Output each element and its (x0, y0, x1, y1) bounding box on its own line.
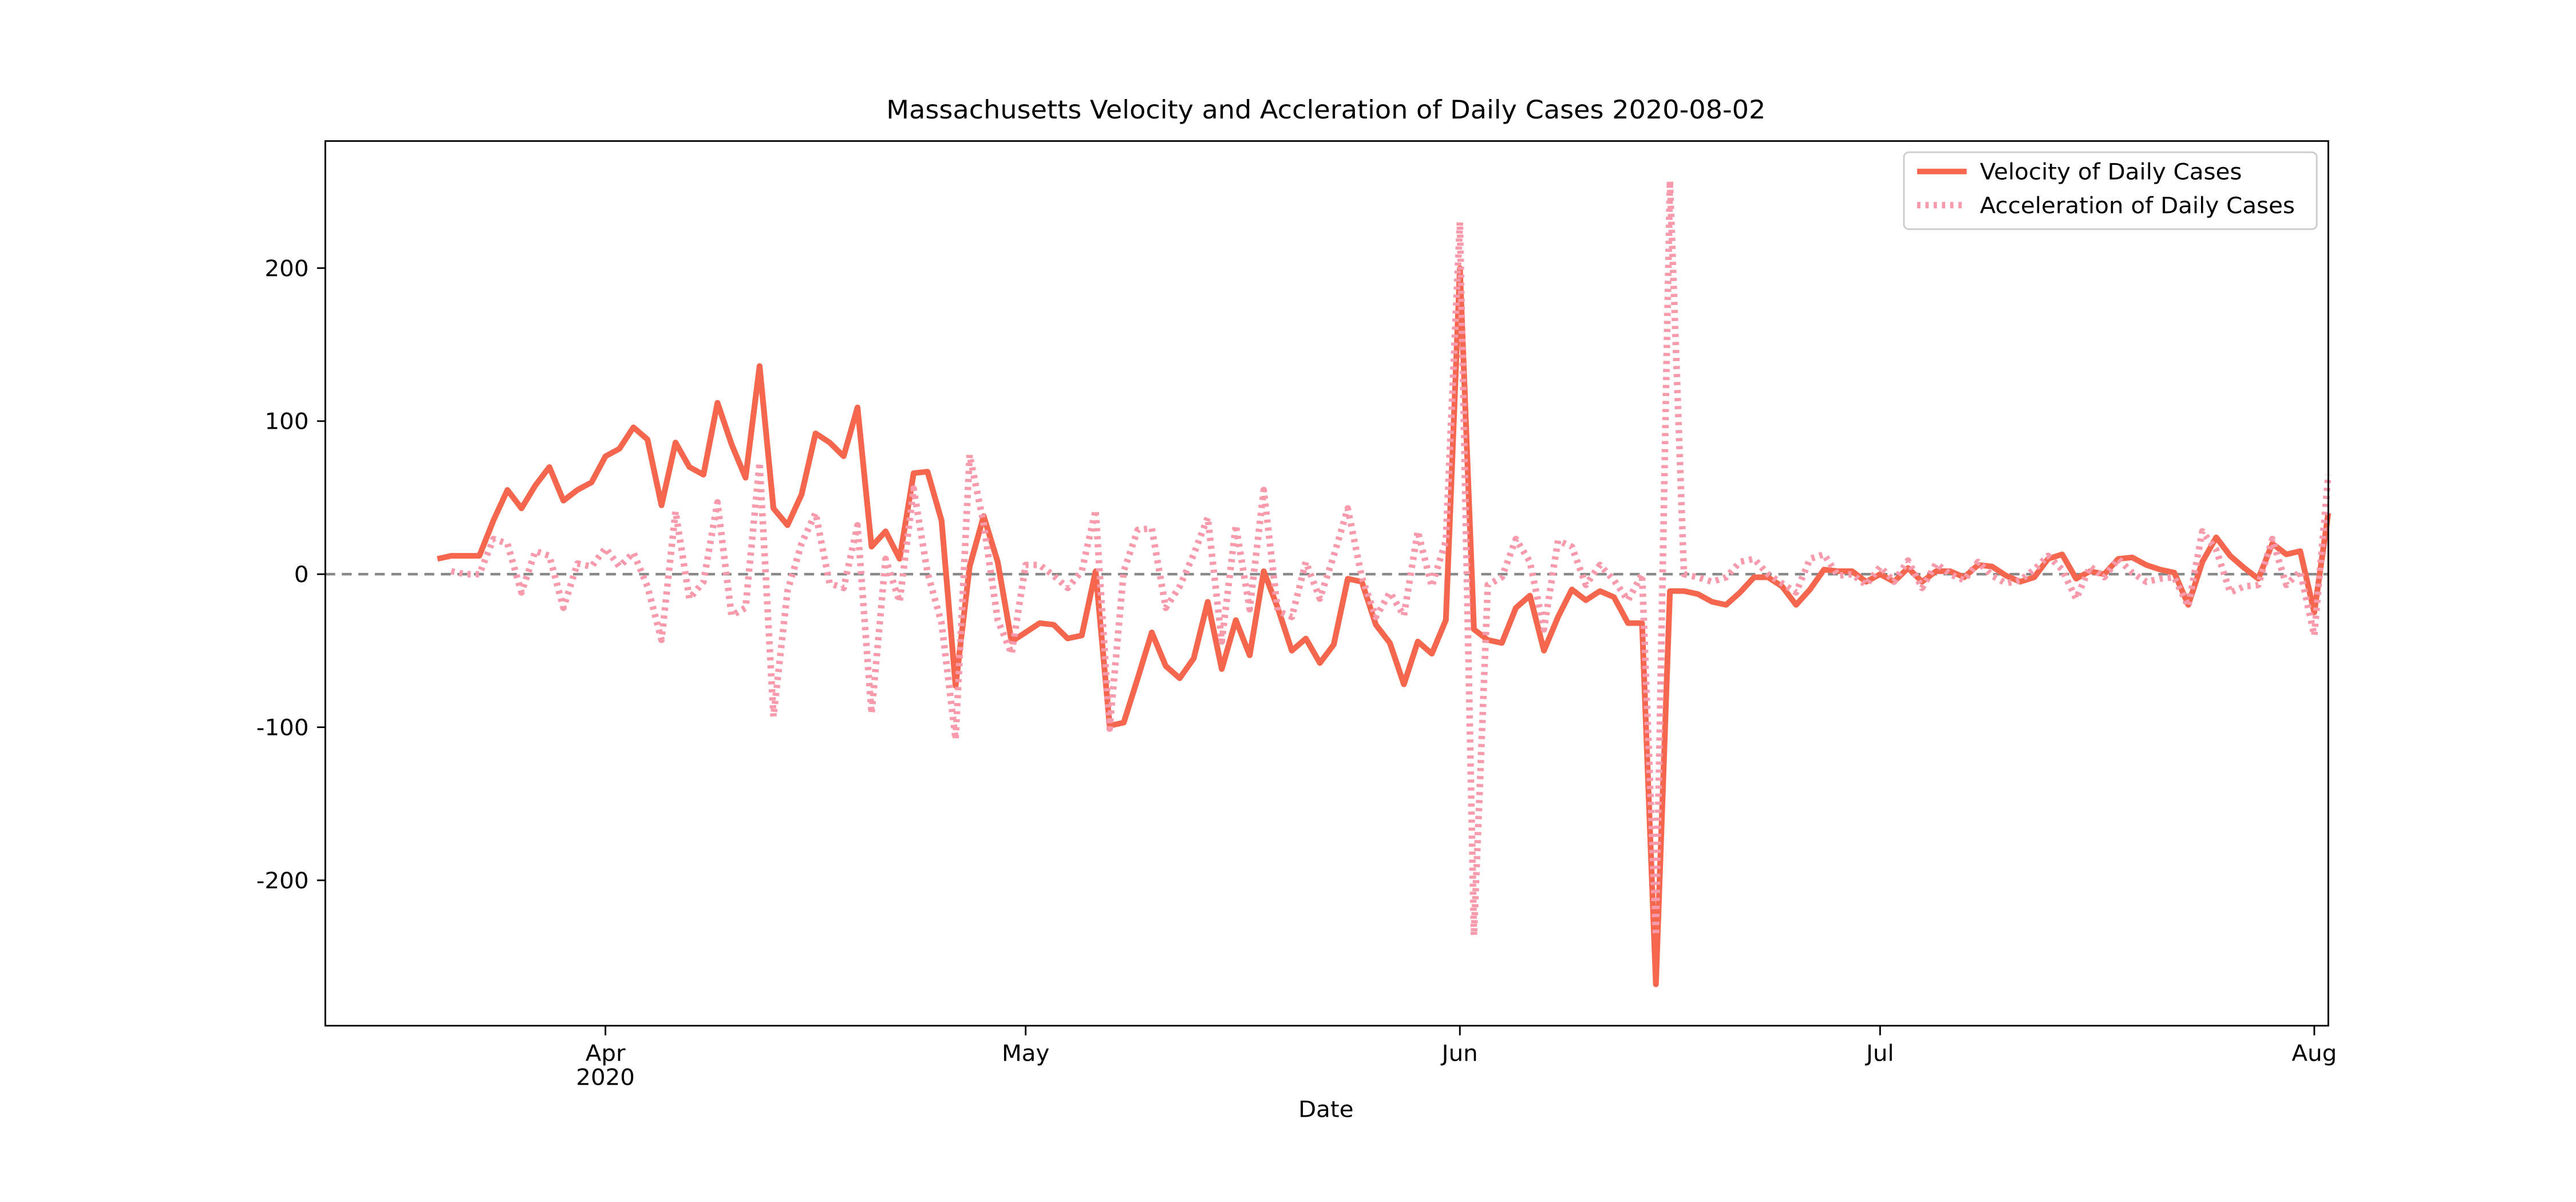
y-tick-label: 200 (264, 256, 309, 282)
x-tick-label: Apr 2020 (576, 1041, 635, 1090)
series-line (451, 177, 2332, 939)
series-line (437, 265, 2332, 987)
x-tick-label: Jul (1864, 1041, 1894, 1066)
legend-label: Velocity of Daily Cases (1980, 159, 2242, 185)
y-tick-label: -100 (256, 715, 309, 741)
y-tick-label: 100 (264, 409, 309, 434)
x-tick-label: May (1002, 1041, 1049, 1066)
chart-title: Massachusetts Velocity and Accleration o… (886, 95, 1765, 125)
x-tick-label: Jun (1440, 1041, 1478, 1066)
x-axis-label: Date (1298, 1097, 1353, 1122)
legend-box (1903, 151, 2318, 230)
y-tick-label: 0 (294, 562, 309, 588)
x-tick-label: Aug (2291, 1041, 2337, 1066)
legend-label: Acceleration of Daily Cases (1980, 193, 2295, 219)
y-tick-label: -200 (256, 868, 309, 894)
plot-frame (324, 140, 2329, 1027)
